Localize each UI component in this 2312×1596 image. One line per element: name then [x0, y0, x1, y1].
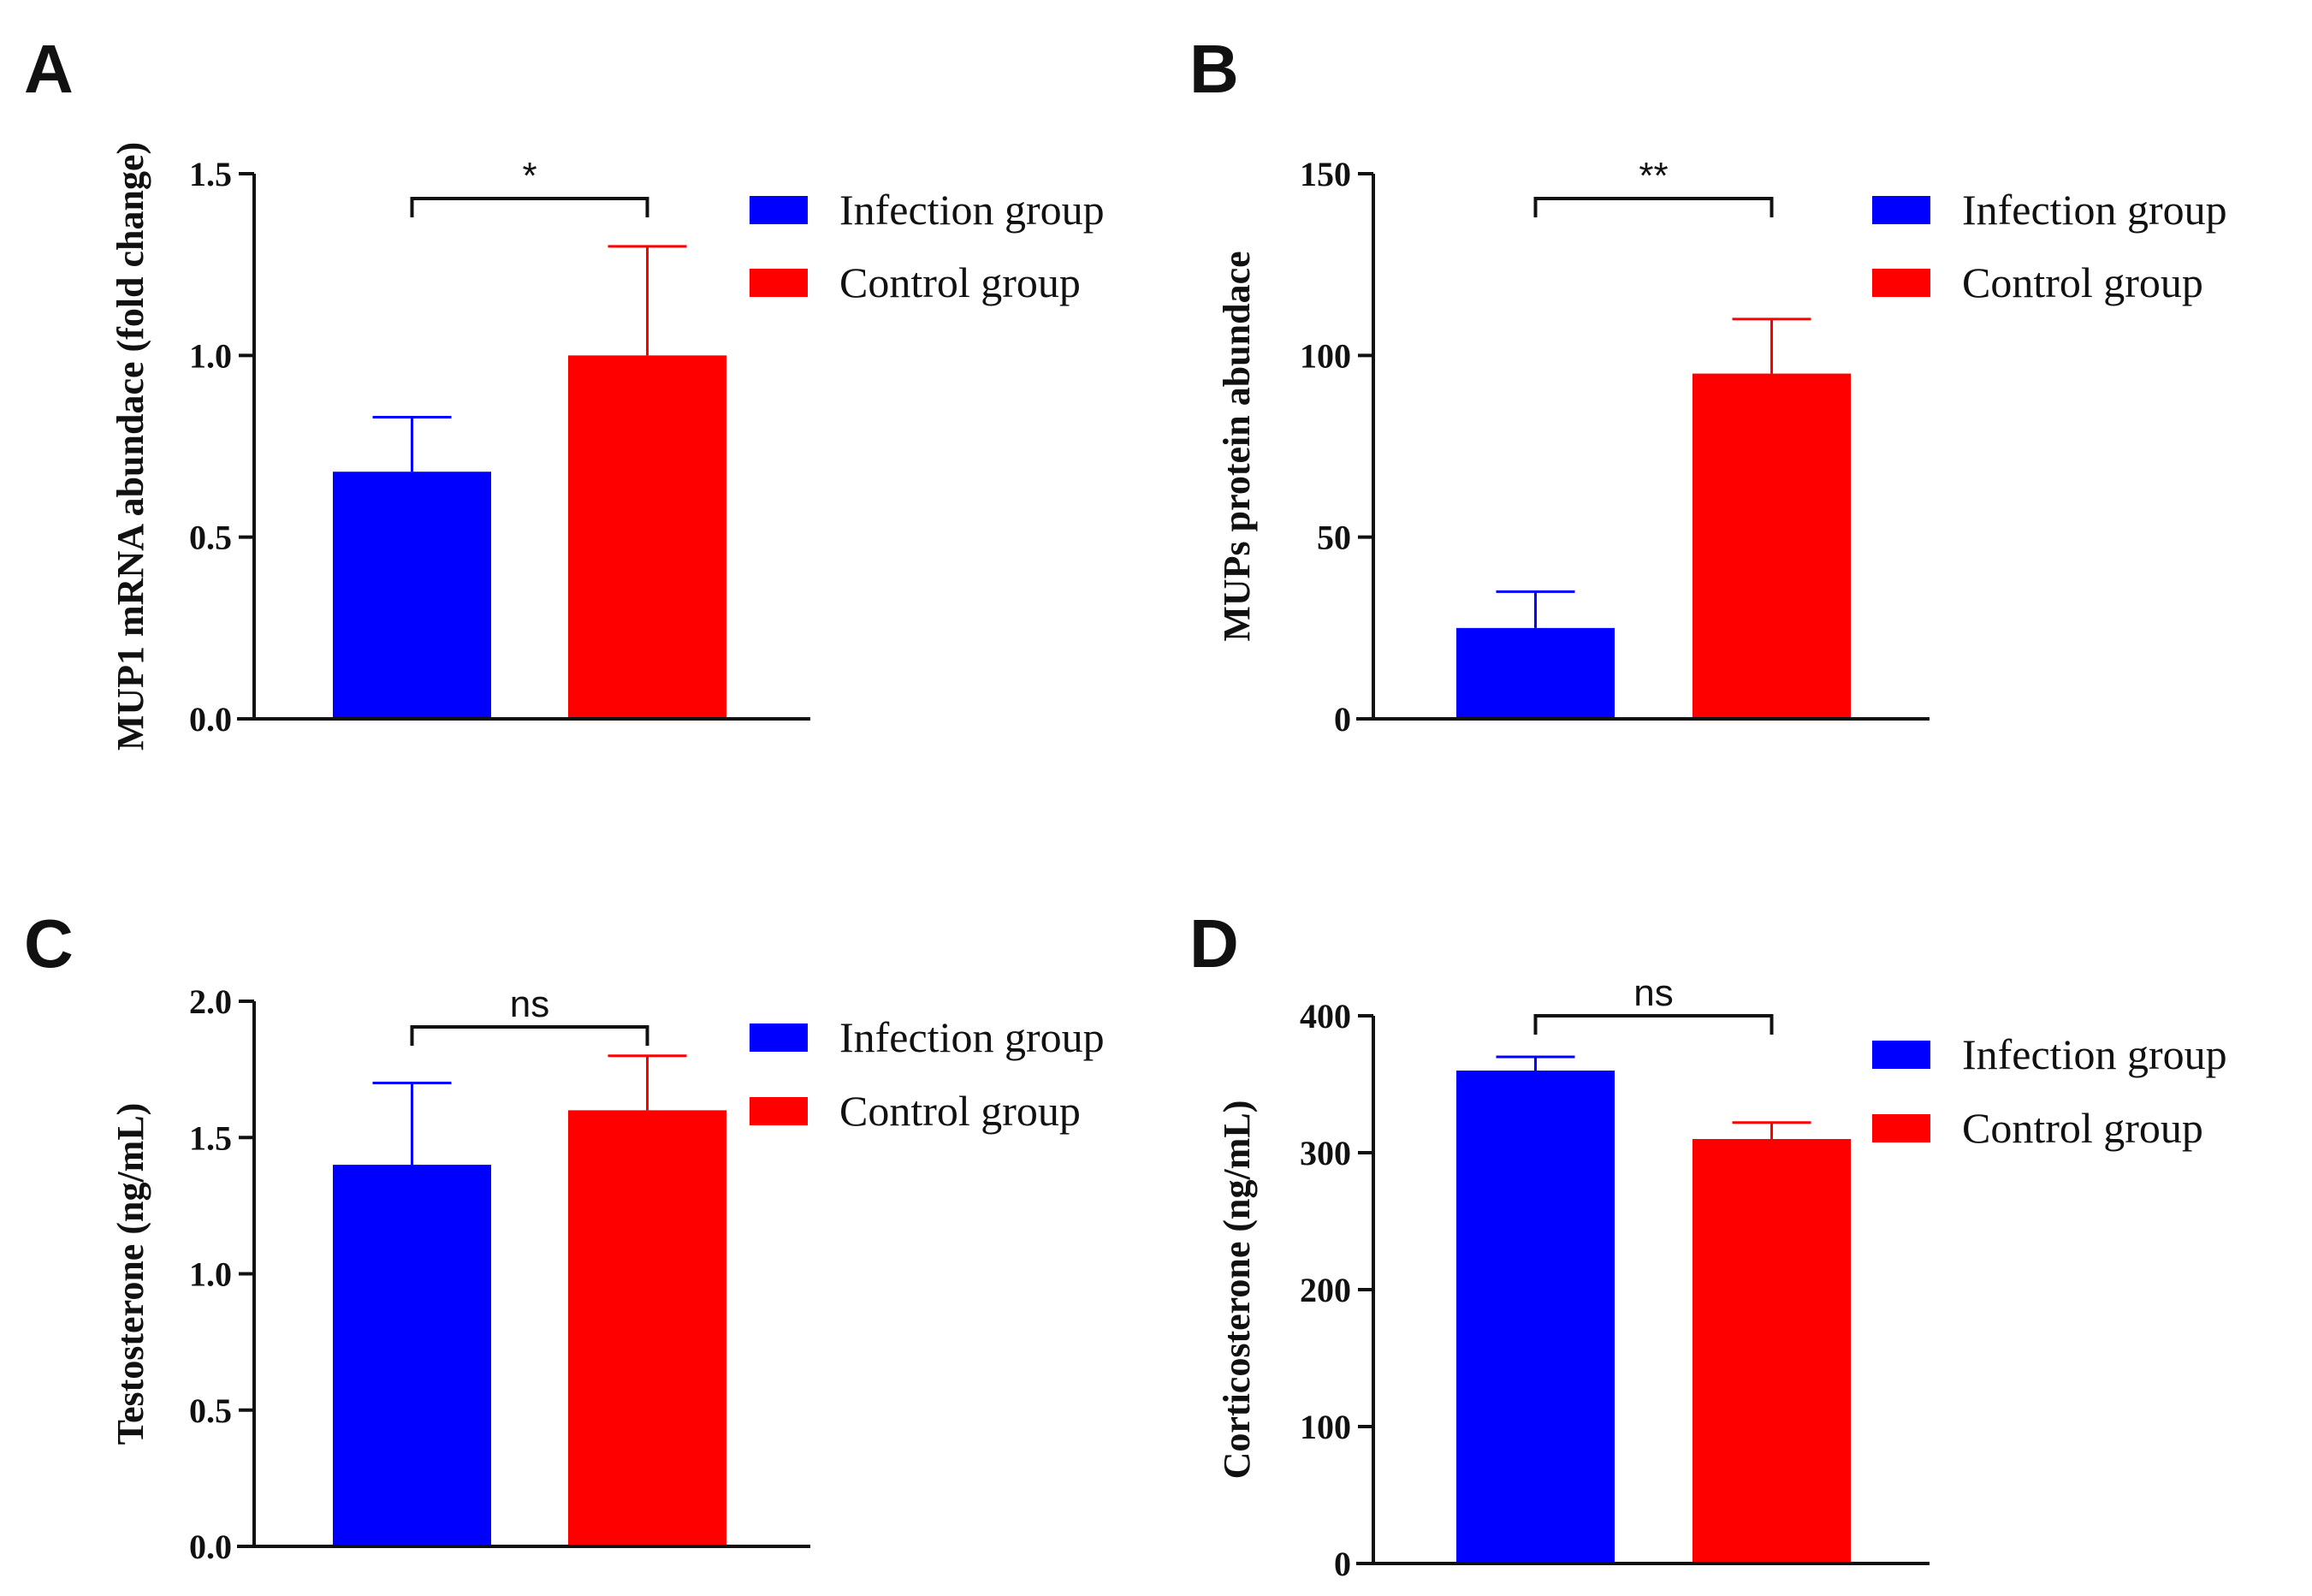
- y-tick-label: 0.0: [189, 1528, 232, 1566]
- bar-infection: [1456, 627, 1615, 719]
- legend-label-infection: Infection group: [1962, 1030, 2227, 1078]
- y-tick-label: 0.5: [189, 1391, 232, 1430]
- legend-label-control: Control group: [839, 1087, 1081, 1135]
- significance-label: *: [522, 155, 537, 197]
- panel-letter: A: [24, 31, 74, 107]
- legend-label-infection: Infection group: [1962, 186, 2227, 234]
- legend-label-control: Control group: [1962, 1104, 2203, 1152]
- y-tick-label: 100: [1300, 1408, 1351, 1446]
- panel-a: A 0.0 0.5 1.0 1.5 MUP1 mRNA abundace (fold ch…: [24, 31, 1105, 751]
- panel-b: B 0 50 100 150 MUPs protein abundace ** Infecti…: [1189, 31, 2227, 739]
- y-axis-title: Corticosterone (ng/mL): [1216, 1101, 1258, 1480]
- panel-letter: B: [1189, 31, 1239, 107]
- legend-swatch-infection: [1872, 1041, 1930, 1069]
- y-axis-title: MUPs protein abundace: [1216, 251, 1258, 641]
- y-tick-label: 0: [1334, 1545, 1351, 1583]
- y-tick-label: 0.5: [189, 519, 232, 557]
- y-tick-label: 400: [1300, 997, 1351, 1035]
- error-bar-infection: [372, 416, 452, 472]
- significance-bracket: [1533, 1014, 1774, 1035]
- y-tick-label: 2.0: [189, 982, 232, 1021]
- panel-letter: C: [24, 905, 74, 982]
- y-tick-label: 1.5: [189, 1118, 232, 1157]
- significance-bracket: [410, 197, 649, 217]
- legend-label-control: Control group: [1962, 258, 2203, 306]
- significance-label: ns: [510, 983, 549, 1025]
- y-tick-label: 300: [1300, 1134, 1351, 1172]
- panel-letter: D: [1189, 905, 1239, 982]
- panel-c: C 0.0 0.5 1.0 1.5 2.0 Testosterone (ng/mL) ns In…: [24, 905, 1105, 1566]
- panel-d: D 0 100 200 300 400 Corticosterone (ng/mL) ns In…: [1189, 905, 2227, 1583]
- bar-infection: [333, 1165, 491, 1546]
- legend-label-control: Control group: [839, 258, 1081, 306]
- y-axis-title: MUP1 mRNA abundace (fold change): [110, 142, 151, 751]
- error-bar-control: [608, 245, 687, 356]
- y-axis-title: Testosterone (ng/mL): [110, 1103, 151, 1445]
- bar-infection: [333, 472, 491, 719]
- y-tick-label: 1.0: [189, 336, 232, 375]
- significance-label: **: [1639, 155, 1668, 197]
- y-tick-label: 200: [1300, 1271, 1351, 1309]
- significance-bracket: [1533, 197, 1774, 217]
- y-tick-label: 0: [1334, 700, 1351, 739]
- significance-label: ns: [1633, 972, 1673, 1014]
- y-tick-label: 1.5: [189, 155, 232, 193]
- y-tick-label: 100: [1300, 336, 1351, 375]
- legend-swatch-infection: [750, 1023, 808, 1052]
- error-bar-infection: [1496, 1055, 1575, 1071]
- significance-bracket: [410, 1025, 649, 1046]
- error-bar-control: [1732, 317, 1811, 374]
- y-tick-label: 50: [1317, 519, 1351, 557]
- bar-control: [1693, 1139, 1851, 1563]
- y-tick-label: 1.0: [189, 1255, 232, 1294]
- legend-swatch-control: [1872, 269, 1930, 297]
- legend-label-infection: Infection group: [839, 1013, 1105, 1061]
- legend-swatch-control: [750, 1097, 808, 1125]
- legend-swatch-infection: [1872, 196, 1930, 224]
- y-tick-label: 0.0: [189, 700, 232, 739]
- bar-infection: [1456, 1071, 1615, 1563]
- y-tick-label: 150: [1300, 155, 1351, 193]
- legend-swatch-control: [1872, 1114, 1930, 1142]
- error-bar-control: [608, 1054, 687, 1111]
- bar-control: [568, 1110, 726, 1546]
- error-bar-infection: [372, 1082, 452, 1166]
- legend-label-infection: Infection group: [839, 186, 1105, 234]
- error-bar-control: [1732, 1121, 1811, 1139]
- bar-control: [568, 355, 726, 719]
- error-bar-infection: [1496, 590, 1575, 628]
- legend-swatch-infection: [750, 196, 808, 224]
- bar-control: [1693, 373, 1851, 719]
- legend-swatch-control: [750, 269, 808, 297]
